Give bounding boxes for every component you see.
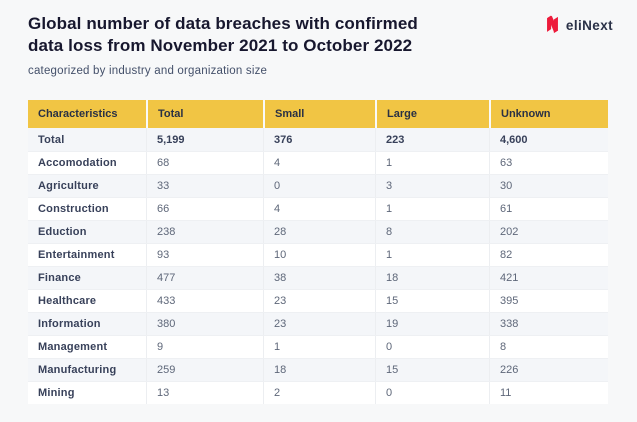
cell-value: 5,199: [146, 128, 263, 151]
table-row: Mining 13 2 0 11: [28, 381, 608, 404]
cell-value: 1: [375, 152, 489, 174]
cell-value: 61: [489, 198, 608, 220]
logo-brand-text: eliNext: [565, 17, 613, 33]
table-row: Eduction 238 28 8 202: [28, 220, 608, 243]
breach-table: Characteristics Total Small Large Unknown To…: [28, 100, 608, 404]
cell-value: 82: [489, 244, 608, 266]
cell-value: 93: [146, 244, 263, 266]
cell-value: 395: [489, 290, 608, 312]
cell-value: 226: [489, 359, 608, 381]
row-label: Entertainment: [38, 249, 115, 261]
cell-value: 63: [489, 152, 608, 174]
cell-value: 9: [146, 336, 263, 358]
cell-value: 421: [489, 267, 608, 289]
cell-value: 223: [375, 128, 489, 151]
column-header-characteristics: Characteristics: [38, 108, 118, 120]
column-header-large: Large: [375, 100, 489, 128]
row-label: Construction: [38, 203, 109, 215]
column-header-unknown: Unknown: [489, 100, 608, 128]
table-row: Entertainment 93 10 1 82: [28, 243, 608, 266]
cell-value: 0: [375, 336, 489, 358]
table-row: Management 9 1 0 8: [28, 335, 608, 358]
row-label: Finance: [38, 272, 81, 284]
cell-value: 376: [263, 128, 375, 151]
table-row: Accomodation 68 4 1 63: [28, 151, 608, 174]
cell-value: 30: [489, 175, 608, 197]
page-title-line2: data loss from November 2021 to October …: [28, 36, 413, 55]
cell-value: 10: [263, 244, 375, 266]
elinext-logo: eliNext: [545, 14, 613, 36]
cell-value: 2: [263, 382, 375, 404]
cell-value: 28: [263, 221, 375, 243]
cell-value: 15: [375, 290, 489, 312]
cell-value: 13: [146, 382, 263, 404]
cell-value: 4: [263, 152, 375, 174]
cell-value: 23: [263, 290, 375, 312]
cell-value: 4,600: [489, 128, 608, 151]
cell-value: 3: [375, 175, 489, 197]
cell-value: 23: [263, 313, 375, 335]
row-label: Total: [38, 133, 65, 146]
cell-value: 18: [375, 267, 489, 289]
cell-value: 1: [375, 244, 489, 266]
cell-value: 8: [375, 221, 489, 243]
cell-value: 259: [146, 359, 263, 381]
table-body: Total 5,199 376 223 4,600 Accomodation 68 4 1 63 A…: [28, 128, 608, 404]
cell-value: 11: [489, 382, 608, 404]
elinext-n-icon: [545, 14, 560, 36]
cell-value: 38: [263, 267, 375, 289]
column-header-small: Small: [263, 100, 375, 128]
table-row: Information 380 23 19 338: [28, 312, 608, 335]
table-row: Finance 477 38 18 421: [28, 266, 608, 289]
table-row: Total 5,199 376 223 4,600: [28, 128, 608, 151]
cell-value: 68: [146, 152, 263, 174]
column-header-total: Total: [146, 100, 263, 128]
row-label: Agriculture: [38, 180, 99, 192]
cell-value: 477: [146, 267, 263, 289]
row-label: Manufacturing: [38, 364, 117, 376]
cell-value: 202: [489, 221, 608, 243]
table-header-row: Characteristics Total Small Large Unknown: [28, 100, 608, 128]
cell-value: 33: [146, 175, 263, 197]
cell-value: 380: [146, 313, 263, 335]
cell-value: 433: [146, 290, 263, 312]
cell-value: 0: [263, 175, 375, 197]
row-label: Eduction: [38, 226, 87, 238]
cell-value: 238: [146, 221, 263, 243]
row-label: Information: [38, 318, 101, 330]
table-row: Healthcare 433 23 15 395: [28, 289, 608, 312]
table-row: Construction 66 4 1 61: [28, 197, 608, 220]
page-title: Global number of data breaches with conf…: [28, 13, 418, 57]
row-label: Mining: [38, 387, 75, 399]
cell-value: 338: [489, 313, 608, 335]
cell-value: 0: [375, 382, 489, 404]
cell-value: 8: [489, 336, 608, 358]
row-label: Healthcare: [38, 295, 97, 307]
page-title-line1: Global number of data breaches with conf…: [28, 14, 418, 33]
cell-value: 18: [263, 359, 375, 381]
cell-value: 19: [375, 313, 489, 335]
page-subtitle: categorized by industry and organization…: [28, 65, 268, 77]
cell-value: 1: [375, 198, 489, 220]
row-label: Management: [38, 341, 108, 353]
cell-value: 4: [263, 198, 375, 220]
table-row: Manufacturing 259 18 15 226: [28, 358, 608, 381]
table-row: Agriculture 33 0 3 30: [28, 174, 608, 197]
row-label: Accomodation: [38, 157, 117, 169]
cell-value: 15: [375, 359, 489, 381]
cell-value: 66: [146, 198, 263, 220]
cell-value: 1: [263, 336, 375, 358]
